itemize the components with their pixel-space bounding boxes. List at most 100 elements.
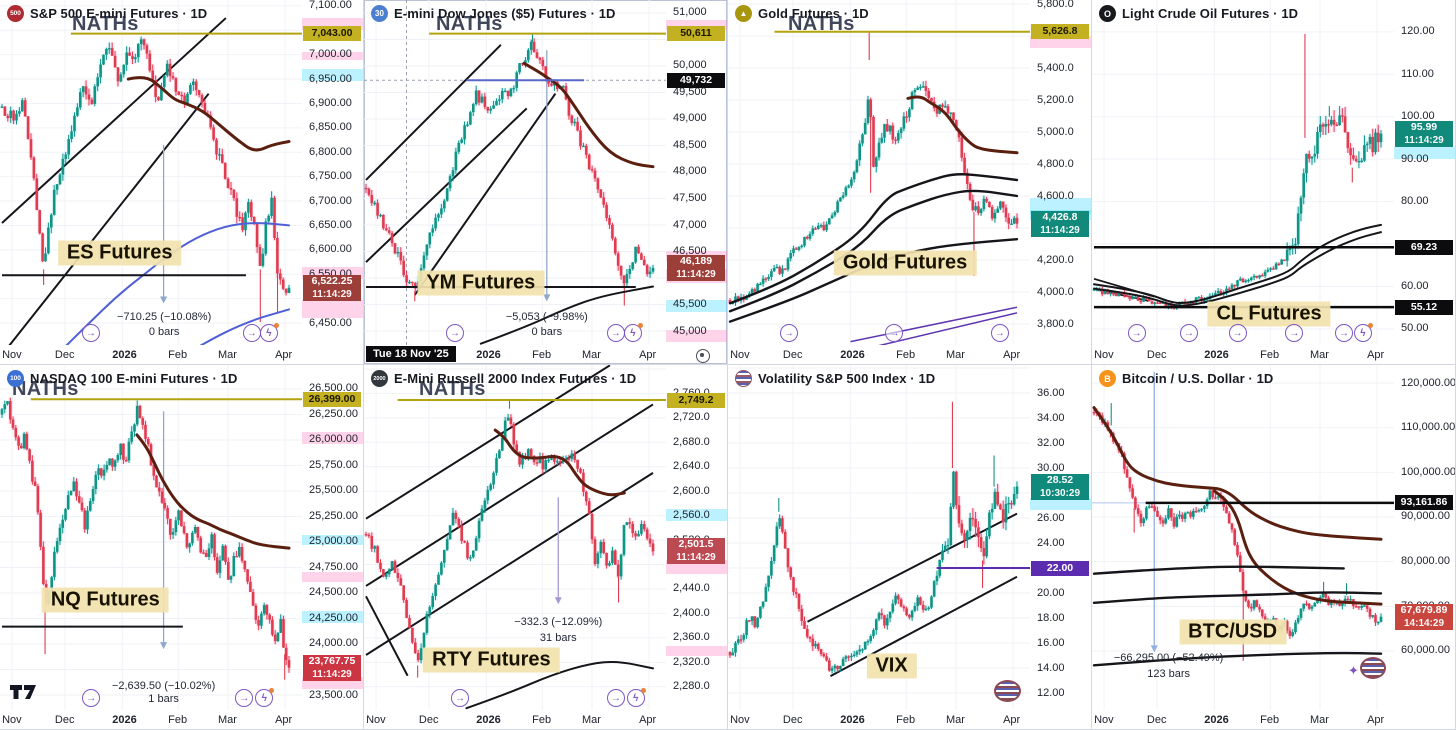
drawing-text-label-vix[interactable]: VIX [866,653,917,678]
drawing-text-label-rty[interactable]: RTY Futures [423,647,560,673]
flash-event-icon[interactable]: ϟ [255,688,275,707]
symbol-title[interactable]: Light Crude Oil Futures · 1D [1122,6,1299,21]
price-axis-alert-band [666,509,727,522]
price-axis-tick: 47,000 [673,218,707,231]
time-axis-label: Dec [782,714,803,726]
price-axis-tick: 45,000 [673,324,707,337]
price-axis-tick: 48,500 [673,138,707,151]
price-axis-tick: 30.00 [1037,461,1065,474]
price-level-tag[interactable]: 7,043.00 [303,26,361,42]
price-axis-tick: 90.00 [1401,152,1429,165]
contract-rollover-icon[interactable]: → [885,324,904,342]
time-axis-label: Apr [275,349,293,361]
drawing-text-label-cl[interactable]: CL Futures [1207,301,1331,327]
price-axis-tick: 14.00 [1037,661,1065,674]
contract-rollover-icon[interactable]: → [1285,324,1304,342]
chart-canvas-btc[interactable] [1092,365,1394,710]
price-level-tag[interactable]: 26,399.00 [303,391,361,407]
flash-event-icon[interactable]: ϟ [259,323,279,342]
price-axis-tick: 2,720.0 [673,411,710,424]
price-axis-alert-band [1030,197,1091,214]
contract-rollover-icon[interactable]: → [242,324,261,342]
price-axis-tick: 6,450.00 [309,316,352,329]
symbol-title[interactable]: Bitcoin / U.S. Dollar · 1D [1122,371,1274,386]
chart-canvas-rty[interactable] [364,365,666,710]
current-price-value: 23,767.75 [308,654,356,667]
symbol-title[interactable]: E-Mini Russell 2000 Index Futures · 1D [394,371,637,386]
flash-event-icon[interactable]: ϟ [623,323,643,342]
pane-settings-icon[interactable] [696,349,710,363]
contract-rollover-icon[interactable]: → [81,324,100,342]
contract-rollover-icon[interactable]: → [779,324,798,342]
price-axis-tick: 50.00 [1401,322,1429,335]
price-axis-tick: 60,000.00 [1401,644,1450,657]
contract-rollover-icon[interactable]: → [1127,324,1146,342]
time-axis-label: Nov [2,349,22,361]
drawing-text-label-btc[interactable]: BTC/USD [1179,619,1287,645]
symbol-title[interactable]: S&P 500 E-mini Futures · 1D [30,6,208,21]
symbol-title[interactable]: Gold Futures · 1D [758,6,869,21]
time-axis-label: Apr [1367,349,1385,361]
price-axis-tick: 60.00 [1401,279,1429,292]
price-axis-alert-band [302,611,363,624]
drawing-text-label-es[interactable]: ES Futures [57,240,182,266]
price-level-tag[interactable]: 22.00 [1031,560,1089,576]
chart-canvas-nq[interactable] [0,365,302,710]
price-level-tag[interactable]: 55.12 [1395,299,1453,315]
chart-canvas-es[interactable] [0,0,302,345]
price-level-tag[interactable]: 5,626.8 [1031,24,1089,40]
contract-rollover-icon[interactable]: → [1334,324,1353,342]
flash-event-icon[interactable]: ϟ [1353,323,1373,342]
contract-rollover-icon[interactable]: → [235,689,254,707]
price-level-tag[interactable]: 93,161.86 [1395,495,1453,511]
measure-bars-text: 123 bars [1147,667,1191,680]
contract-rollover-icon[interactable]: → [1228,324,1247,342]
price-axis-alert-band [666,300,727,313]
price-level-tag[interactable]: 69.23 [1395,239,1453,255]
time-axis-label: Dec [54,349,75,361]
price-axis-tick: 24,750.00 [309,560,358,573]
time-axis-label: Nov [1094,349,1114,361]
drawing-text-label-ym[interactable]: YM Futures [417,270,545,296]
price-axis-tick: 2,600.0 [673,484,710,497]
price-axis-tick: 23,500.00 [309,688,358,701]
price-axis-tick: 100.00 [1401,110,1435,123]
price-axis-tick: 6,850.00 [309,121,352,134]
contract-rollover-icon[interactable]: → [451,689,470,707]
time-axis-label: Apr [639,349,657,361]
panel-gc: NATHs ▲ Gold Futures · 1D 3,800.0 4,000.0 4,2… [728,0,1092,365]
time-axis-label: Mar [1310,349,1329,361]
flash-event-icon[interactable]: ϟ [626,688,646,707]
time-axis-label: Feb [168,714,188,726]
price-level-tag[interactable]: 2,749.2 [667,392,725,408]
price-axis-tick: 24,000.00 [309,637,358,650]
chart-canvas-gc[interactable] [728,0,1030,345]
symbol-title[interactable]: Volatility S&P 500 Index · 1D [758,371,936,386]
contract-rollover-icon[interactable]: → [82,689,101,707]
contract-rollover-icon[interactable]: → [606,324,625,342]
price-axis-tick: 50,000 [673,59,707,72]
contract-rollover-icon[interactable]: → [445,324,464,342]
drawing-text-label-gc[interactable]: Gold Futures [833,250,977,276]
panel-nq: NATHs 100 NASDAQ 100 E-mini Futures · 1D 23… [0,365,364,730]
price-level-tag[interactable]: 49,732 [667,72,725,88]
price-axis-tick: 80,000.00 [1401,555,1450,568]
price-axis-tick: 4,000.0 [1037,285,1074,298]
time-axis-label: Mar [946,349,965,361]
contract-rollover-icon[interactable]: → [990,324,1009,342]
price-axis-tick: 26,250.00 [309,407,358,420]
chart-canvas-cl[interactable] [1092,0,1394,345]
current-price-tag: 6,522.25 11:14:29 [303,274,361,301]
symbol-title[interactable]: NASDAQ 100 E-mini Futures · 1D [30,371,238,386]
price-axis-tick: 6,950.00 [309,72,352,85]
current-price-time: 14:14:29 [1403,617,1445,629]
time-axis-label: Nov [2,714,22,726]
chart-canvas-vix[interactable] [728,365,1030,710]
contract-rollover-icon[interactable]: → [1179,324,1198,342]
price-axis-alert-band [1030,36,1091,49]
contract-rollover-icon[interactable]: → [606,689,625,707]
symbol-title[interactable]: E-mini Dow Jones ($5) Futures · 1D [394,6,616,21]
price-level-tag[interactable]: 50,611 [667,26,725,42]
drawing-text-label-nq[interactable]: NQ Futures [41,587,169,613]
